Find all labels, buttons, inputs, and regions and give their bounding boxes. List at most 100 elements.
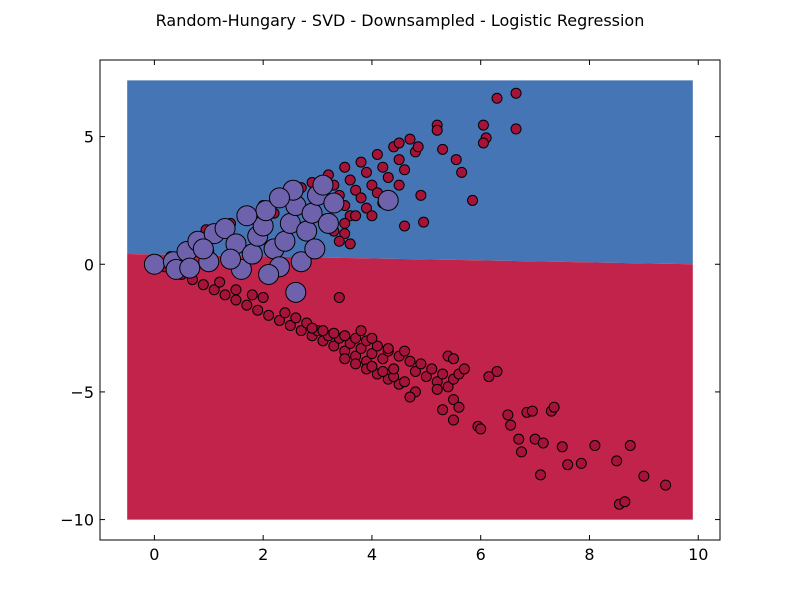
majority-point xyxy=(355,343,367,355)
majority-point xyxy=(306,322,318,334)
majority-point xyxy=(219,289,231,301)
majority-point xyxy=(562,459,574,471)
majority-point xyxy=(589,440,601,452)
majority-point xyxy=(382,171,394,183)
majority-point xyxy=(535,469,547,481)
majority-point xyxy=(339,161,351,173)
majority-point xyxy=(624,440,636,452)
majority-point xyxy=(448,353,460,365)
majority-point xyxy=(246,289,258,301)
majority-point xyxy=(431,124,443,136)
majority-point xyxy=(575,457,587,469)
minority-point xyxy=(236,205,258,227)
majority-point xyxy=(556,441,568,453)
majority-point xyxy=(409,365,421,377)
majority-point xyxy=(415,358,427,370)
y-tick-label: 0 xyxy=(84,255,94,274)
majority-point xyxy=(366,332,378,344)
majority-point xyxy=(426,363,438,375)
majority-point xyxy=(377,365,389,377)
majority-point xyxy=(328,340,340,352)
x-tick-label: 0 xyxy=(149,545,159,564)
majority-point xyxy=(393,179,405,191)
majority-point xyxy=(448,414,460,426)
majority-point xyxy=(366,179,378,191)
majority-point xyxy=(284,320,296,332)
majority-point xyxy=(230,294,242,306)
majority-point xyxy=(208,284,220,296)
x-tick-label: 2 xyxy=(258,545,268,564)
plot-area: 0 2 4 6 8 10 −10 −5 0 5 xyxy=(60,59,721,564)
minority-point xyxy=(304,238,326,260)
minority-point xyxy=(214,218,236,240)
minority-point xyxy=(268,187,290,209)
majority-point xyxy=(526,405,538,417)
minority-point xyxy=(323,192,345,214)
majority-point xyxy=(388,363,400,375)
majority-point xyxy=(415,189,427,201)
majority-point xyxy=(350,184,362,196)
majority-point xyxy=(339,228,351,240)
majority-point xyxy=(404,133,416,145)
majority-point xyxy=(404,355,416,367)
majority-point xyxy=(333,235,345,247)
majority-point xyxy=(437,404,449,416)
majority-point xyxy=(371,340,383,352)
majority-point xyxy=(450,154,462,166)
majority-point xyxy=(437,368,449,380)
majority-point xyxy=(412,141,424,153)
majority-point xyxy=(279,307,291,319)
majority-point xyxy=(273,314,285,326)
majority-point xyxy=(404,391,416,403)
majority-point xyxy=(366,210,378,222)
majority-point xyxy=(458,363,470,375)
majority-point xyxy=(399,164,411,176)
majority-point xyxy=(475,423,487,435)
majority-point xyxy=(371,148,383,160)
minority-point xyxy=(296,220,318,242)
majority-point xyxy=(350,210,362,222)
majority-point xyxy=(453,401,465,413)
majority-point xyxy=(510,123,522,135)
x-tick-label: 8 xyxy=(584,545,594,564)
minority-point xyxy=(317,212,339,234)
majority-point xyxy=(377,161,389,173)
majority-point xyxy=(467,194,479,206)
majority-point xyxy=(660,479,672,491)
majority-point xyxy=(350,358,362,370)
majority-point xyxy=(456,166,468,178)
majority-point xyxy=(328,327,340,339)
minority-point xyxy=(258,263,280,285)
majority-point xyxy=(252,304,264,316)
majority-point xyxy=(510,87,522,99)
majority-point xyxy=(355,192,367,204)
majority-point xyxy=(317,325,329,337)
majority-point xyxy=(366,348,378,360)
x-tick-label: 10 xyxy=(688,545,708,564)
minority-point xyxy=(290,251,312,273)
majority-point xyxy=(515,446,527,458)
minority-point xyxy=(312,174,334,196)
majority-point xyxy=(442,381,454,393)
majority-point xyxy=(344,174,356,186)
majority-point xyxy=(399,376,411,388)
majority-point xyxy=(399,345,411,357)
majority-point xyxy=(420,371,432,383)
majority-point xyxy=(431,383,443,395)
axes-frame xyxy=(99,59,721,541)
minority-point xyxy=(192,238,214,260)
majority-point xyxy=(491,365,503,377)
majority-point xyxy=(483,371,495,383)
majority-point xyxy=(197,279,209,291)
minority-point xyxy=(274,230,296,252)
scatter-points xyxy=(143,87,672,510)
majority-point xyxy=(360,202,372,214)
majority-point xyxy=(548,401,560,413)
majority-point xyxy=(360,166,372,178)
majority-point xyxy=(382,343,394,355)
majority-point xyxy=(366,360,378,372)
majority-point xyxy=(399,220,411,232)
minority-point xyxy=(377,189,399,211)
majority-point xyxy=(477,137,489,149)
